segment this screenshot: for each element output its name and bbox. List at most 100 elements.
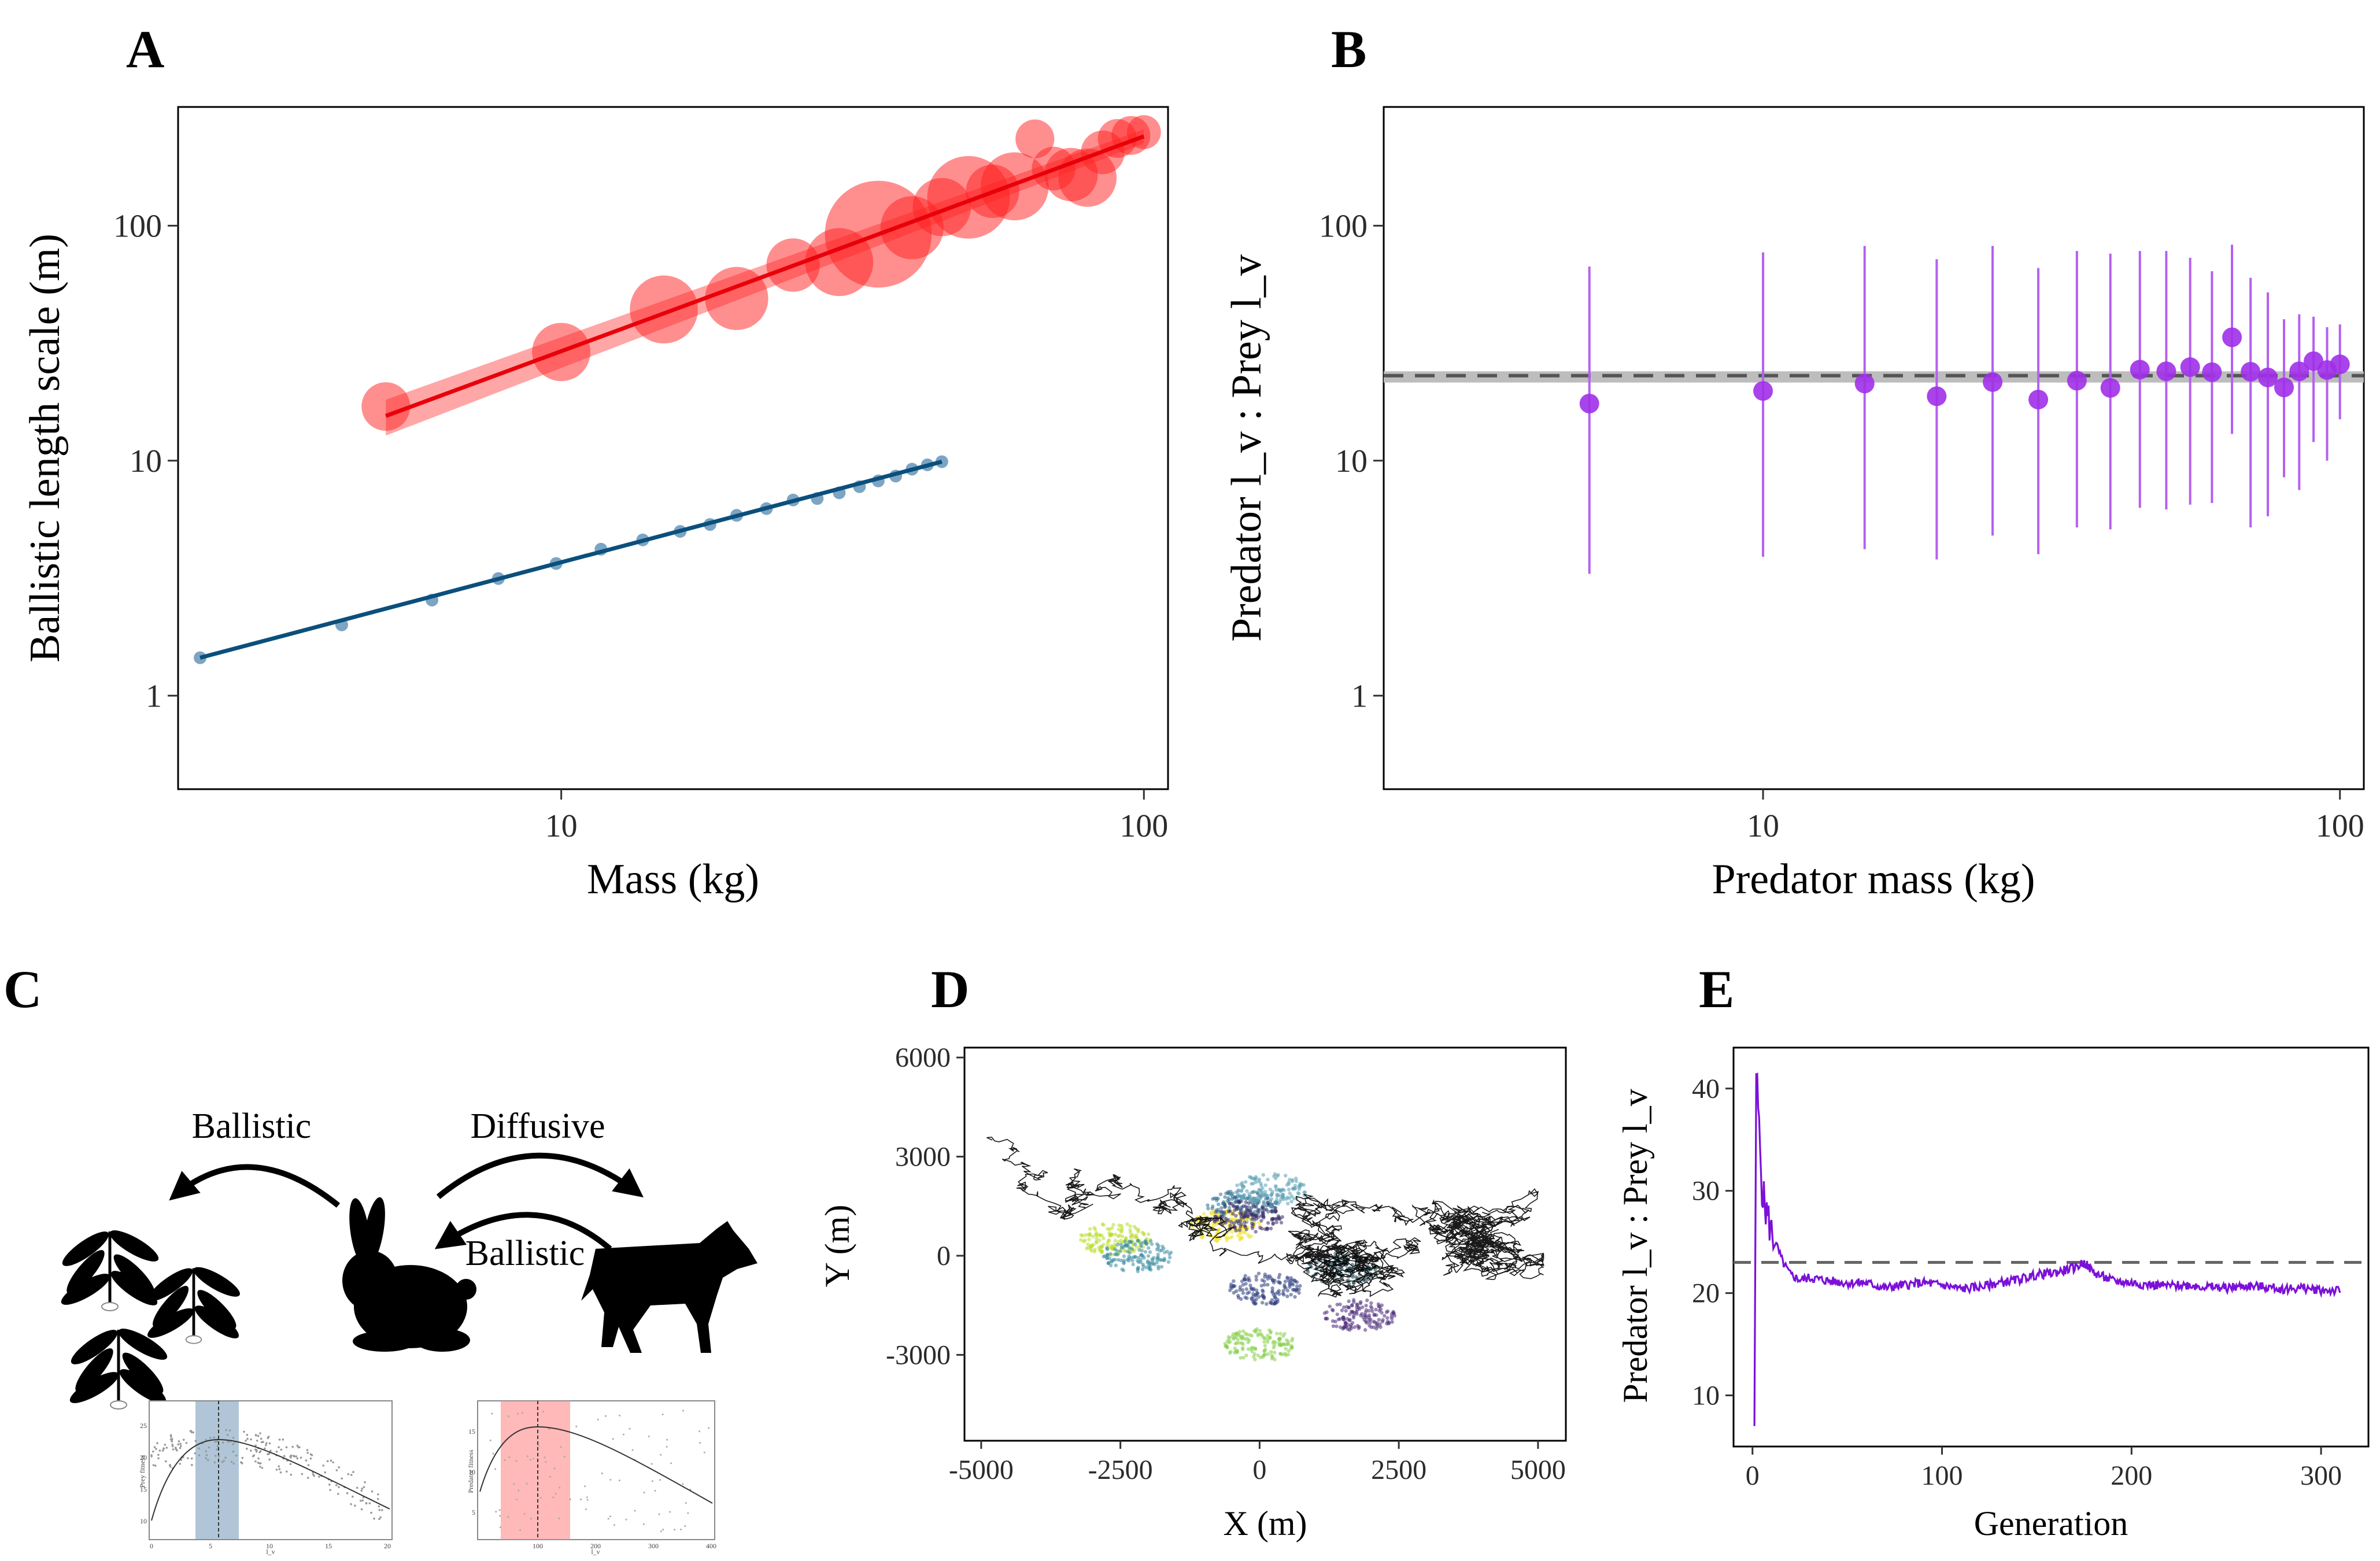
chart-a-xtick-label: 100 bbox=[1119, 808, 1168, 844]
predator-inset-dot bbox=[499, 1515, 501, 1517]
prey-inset-dot bbox=[154, 1464, 157, 1467]
chart-e-ylabel: Predator l_v : Prey l_v bbox=[1616, 1089, 1654, 1403]
prey-track-point bbox=[1095, 1236, 1099, 1241]
prey-track-point bbox=[1126, 1259, 1131, 1263]
prey-inset-xtick: 5 bbox=[209, 1542, 212, 1550]
plant-leaf bbox=[61, 1274, 110, 1305]
ratio-point bbox=[2130, 360, 2150, 380]
prey-inset-dot bbox=[259, 1450, 262, 1452]
prey-track-point bbox=[1365, 1298, 1369, 1303]
prey-inset-dot bbox=[350, 1503, 352, 1505]
prey-track-point bbox=[1349, 1323, 1353, 1327]
prey-track-point bbox=[1217, 1212, 1221, 1216]
prey-track-point bbox=[1281, 1192, 1285, 1197]
prey-inset-dot bbox=[168, 1464, 171, 1467]
prey-track-point bbox=[1274, 1197, 1279, 1202]
prey-track-point bbox=[1247, 1192, 1251, 1196]
prey-inset-dot bbox=[155, 1448, 157, 1450]
prey-track-point bbox=[1266, 1177, 1270, 1182]
prey-track-point bbox=[1231, 1285, 1236, 1289]
prey-track-point bbox=[1254, 1205, 1258, 1209]
prey-track-point bbox=[1270, 1356, 1274, 1361]
prey-inset-dot bbox=[267, 1437, 269, 1440]
predator-inset-dot bbox=[516, 1499, 518, 1501]
prey-track-point bbox=[1303, 1190, 1307, 1194]
prey-track-point bbox=[1254, 1330, 1258, 1334]
predator-inset-dot bbox=[530, 1518, 533, 1520]
prey-track-point bbox=[1253, 1178, 1257, 1182]
predator-inset-dot bbox=[685, 1502, 687, 1504]
predator-inset-dot bbox=[607, 1518, 609, 1520]
prey-inset-dot bbox=[165, 1447, 168, 1449]
prey-track-point bbox=[1084, 1246, 1089, 1251]
prey-track-point bbox=[1370, 1309, 1374, 1314]
prey-track-point bbox=[1084, 1233, 1088, 1237]
predator-inset-dot bbox=[612, 1438, 614, 1440]
prey-track-point bbox=[1107, 1231, 1111, 1235]
prey-track-point bbox=[1235, 1341, 1239, 1345]
ratio-point bbox=[2100, 378, 2120, 398]
prey-track-point bbox=[1270, 1298, 1274, 1302]
prey-track-point bbox=[1250, 1349, 1254, 1353]
prey-track-point bbox=[1374, 1313, 1379, 1317]
prey-inset-dot bbox=[307, 1464, 310, 1466]
prey-track-point bbox=[1269, 1197, 1274, 1201]
prey-track-point bbox=[1364, 1304, 1368, 1308]
prey-track-point bbox=[1274, 1220, 1278, 1225]
prey-track-point bbox=[1167, 1255, 1172, 1260]
prey-track-point bbox=[1263, 1183, 1267, 1188]
ratio-point bbox=[2067, 371, 2087, 391]
predator-inset-dot bbox=[507, 1516, 509, 1518]
predator-fit-line bbox=[385, 134, 1145, 418]
prey-track-point bbox=[1262, 1283, 1266, 1287]
prey-track-point bbox=[1391, 1311, 1395, 1315]
prey-inset-dot bbox=[324, 1471, 327, 1474]
prey-track-point bbox=[1099, 1244, 1103, 1249]
prey-track-point bbox=[1134, 1226, 1139, 1231]
chart-d-xlabel: X (m) bbox=[1224, 1504, 1307, 1542]
predator-inset-dot bbox=[651, 1463, 653, 1465]
prey-track-point bbox=[1243, 1214, 1247, 1218]
prey-track-point bbox=[1148, 1262, 1152, 1266]
prey-inset-dot bbox=[378, 1518, 380, 1521]
prey-inset-dot bbox=[250, 1449, 252, 1452]
prey-track-point bbox=[1086, 1242, 1090, 1246]
prey-inset-dot bbox=[305, 1459, 308, 1462]
plant-leaf bbox=[71, 1330, 118, 1364]
diagram-c: Ballistic Diffusive Ballistic Prey fitne bbox=[61, 1107, 757, 1556]
prey-inset-dot bbox=[191, 1464, 193, 1466]
prey-inset-dot bbox=[205, 1438, 208, 1441]
prey-track-point bbox=[1116, 1234, 1120, 1238]
prey-inset-dot bbox=[291, 1445, 294, 1448]
prey-track-point bbox=[1376, 1302, 1381, 1306]
prey-track-point bbox=[1228, 1288, 1232, 1293]
prey-track-point bbox=[1263, 1275, 1267, 1279]
chart-a-xlabel: Mass (kg) bbox=[587, 856, 759, 903]
prey-track-point bbox=[1285, 1201, 1290, 1206]
prey-inset-dot bbox=[346, 1492, 349, 1495]
predator-inset-dot bbox=[586, 1499, 589, 1501]
prey-inset-dot bbox=[328, 1484, 331, 1486]
prey-track-point bbox=[1243, 1230, 1247, 1234]
prey-inset-dot bbox=[177, 1443, 180, 1445]
prey-track-point bbox=[1284, 1338, 1289, 1342]
chart-e-ytick-label: 20 bbox=[1692, 1278, 1720, 1309]
prey-track-point bbox=[1369, 1301, 1373, 1305]
prey-track-point bbox=[1139, 1242, 1143, 1246]
predator-inset-dot bbox=[529, 1459, 531, 1461]
prey-track-point bbox=[1242, 1277, 1247, 1281]
prey-track-point bbox=[1363, 1278, 1368, 1283]
prey-track-point bbox=[1083, 1238, 1087, 1242]
predator-inset-dot bbox=[613, 1524, 615, 1526]
prey-track-point bbox=[1293, 1294, 1297, 1299]
prey-inset-dot bbox=[157, 1457, 160, 1460]
chart-e-ytick-label: 10 bbox=[1692, 1381, 1720, 1411]
prey-track-point bbox=[1129, 1235, 1133, 1240]
prey-track-point bbox=[1233, 1200, 1237, 1204]
prey-track-point bbox=[1336, 1317, 1341, 1322]
prey-track-point bbox=[1113, 1232, 1118, 1237]
prey-inset-dot bbox=[257, 1462, 260, 1464]
prey-inset-dot bbox=[282, 1438, 284, 1441]
prey-track-point bbox=[1227, 1197, 1231, 1202]
prey-inset-dot bbox=[318, 1475, 320, 1478]
